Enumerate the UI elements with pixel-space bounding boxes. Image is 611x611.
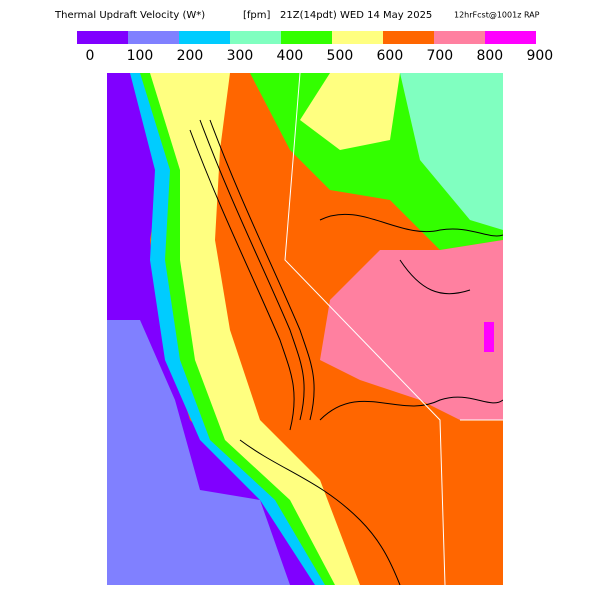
legend-tick-label: 300 [227,48,254,64]
state-borders [284,73,503,585]
ocean-zone [107,320,290,585]
legend-tick-label: 500 [327,48,354,64]
legend-tick-label: 800 [476,48,503,64]
units: [fpm] [243,10,271,21]
valid-time: 21Z(14pdt) [280,10,337,21]
contours [189,119,503,585]
legend-swatch [230,31,281,44]
legend-swatch [281,31,332,44]
date: WED 14 May 2025 [340,10,432,21]
legend-tick-label: 100 [127,48,154,64]
east-pink [320,240,503,420]
north-aqua [400,73,503,230]
legend-swatch [434,31,485,44]
band-cyan [130,73,340,585]
north-yellow [300,73,400,150]
legend-swatch [383,31,434,44]
peak [484,322,494,352]
legend-tick-label: 400 [277,48,304,64]
band-green [140,73,350,585]
title: Thermal Updraft Velocity (W*) [54,10,205,21]
legend-tick-label: 900 [526,48,553,64]
band-yellow [150,73,360,585]
legend-swatch [128,31,179,44]
legend-swatch [485,31,536,44]
legend-tick-label: 700 [426,48,453,64]
legend-swatch [179,31,230,44]
legend-tick-label: 600 [377,48,404,64]
forecast: 12hrFcst@1001z RAP [454,11,540,20]
legend-swatch [332,31,383,44]
legend-swatch [77,31,128,44]
legend-tick-label: 0 [86,48,95,64]
color-legend: 0 100 200 300 400 500 600 700 800 900 [77,31,553,64]
legend-tick-label: 200 [177,48,204,64]
map [107,73,503,585]
